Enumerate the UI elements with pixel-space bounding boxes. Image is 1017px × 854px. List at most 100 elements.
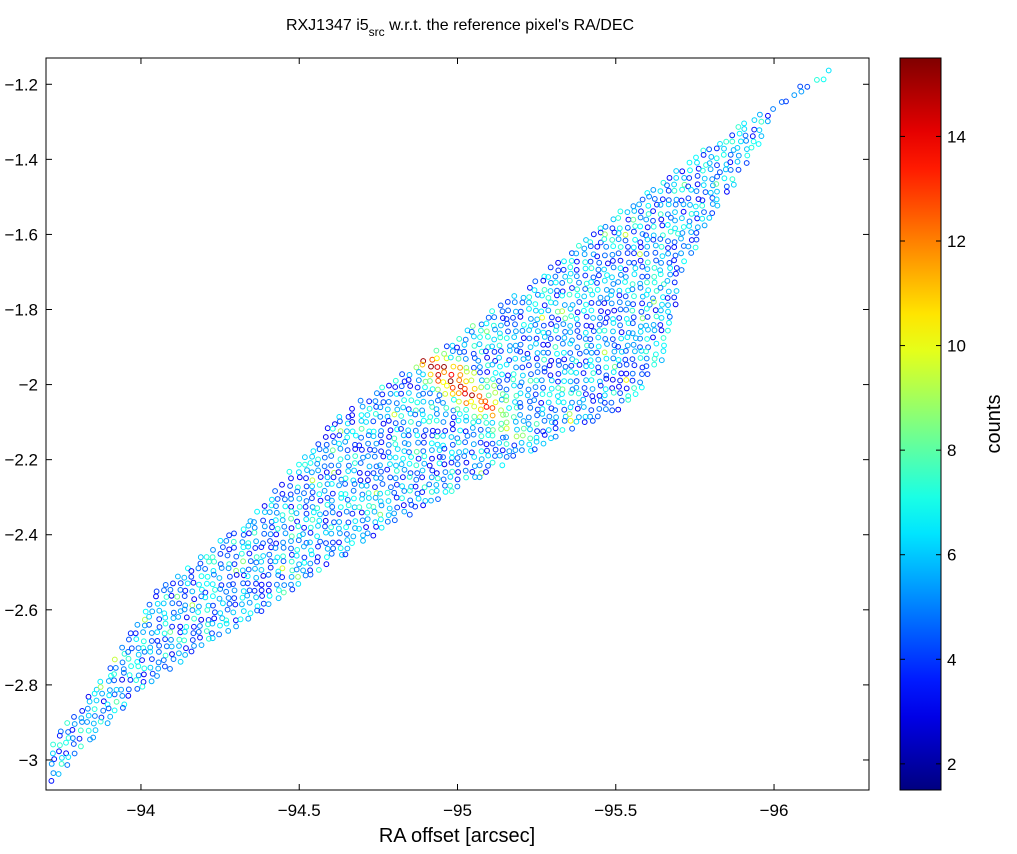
scatter-point xyxy=(658,260,664,266)
scatter-point xyxy=(377,462,383,469)
scatter-point xyxy=(717,169,723,176)
scatter-point xyxy=(499,462,506,469)
scatter-point xyxy=(483,320,490,327)
scatter-point xyxy=(687,167,693,174)
scatter-point xyxy=(433,417,440,424)
scatter-point xyxy=(303,475,309,482)
scatter-point xyxy=(377,475,384,482)
scatter-point xyxy=(176,643,182,649)
scatter-point xyxy=(307,560,314,567)
scatter-point xyxy=(197,623,203,629)
scatter-point xyxy=(694,215,701,222)
scatter-point xyxy=(582,336,589,342)
scatter-point xyxy=(241,572,247,579)
scatter-point xyxy=(531,287,538,294)
scatter-point xyxy=(442,411,449,418)
scatter-point xyxy=(266,593,273,599)
scatter-point xyxy=(526,294,533,301)
scatter-point xyxy=(709,201,716,207)
scatter-point xyxy=(301,543,307,550)
scatter-point xyxy=(135,645,142,651)
scatter-point xyxy=(653,340,660,347)
scatter-point xyxy=(617,257,624,264)
scatter-point xyxy=(672,209,678,216)
scatter-point xyxy=(609,385,615,392)
scatter-point xyxy=(64,720,71,726)
scatter-point xyxy=(429,427,436,434)
scatter-point xyxy=(279,491,286,497)
scatter-point xyxy=(693,154,699,161)
scatter-point xyxy=(594,243,601,250)
scatter-point xyxy=(429,447,435,454)
scatter-point xyxy=(470,431,477,438)
scatter-point xyxy=(463,406,470,413)
scatter-point xyxy=(590,231,597,238)
scatter-point xyxy=(680,243,687,249)
scatter-point xyxy=(693,188,700,195)
scatter-point xyxy=(405,432,412,439)
scatter-point xyxy=(195,565,202,572)
scatter-point xyxy=(385,442,392,448)
scatter-point xyxy=(295,537,302,544)
scatter-point xyxy=(373,403,380,410)
scatter-point xyxy=(240,558,247,565)
scatter-point xyxy=(580,370,587,377)
scatter-point xyxy=(618,329,625,336)
scatter-point xyxy=(135,672,142,679)
scatter-point xyxy=(322,523,328,530)
scatter-point xyxy=(559,308,565,315)
scatter-point xyxy=(604,272,610,279)
scatter-point xyxy=(503,335,510,342)
scatter-point xyxy=(637,344,643,351)
scatter-point xyxy=(454,483,461,490)
scatter-point xyxy=(119,644,125,651)
scatter-point xyxy=(671,279,678,286)
scatter-point xyxy=(547,288,554,294)
scatter-point xyxy=(414,384,421,391)
scatter-point xyxy=(450,414,457,421)
scatter-point xyxy=(253,574,260,581)
scatter-point xyxy=(76,735,83,742)
scatter-point xyxy=(814,77,820,83)
scatter-point xyxy=(668,214,674,221)
scatter-point xyxy=(377,432,384,439)
scatter-point xyxy=(125,649,132,655)
scatter-point xyxy=(539,406,546,412)
scatter-point xyxy=(672,201,679,208)
scatter-point xyxy=(233,553,240,560)
scatter-point xyxy=(583,358,589,365)
scatter-point xyxy=(576,242,582,249)
scatter-point xyxy=(59,755,65,761)
scatter-point xyxy=(552,279,559,286)
scatter-point xyxy=(462,390,468,397)
scatter-point xyxy=(218,582,225,589)
scatter-point xyxy=(391,517,398,524)
scatter-point xyxy=(510,452,517,459)
scatter-point xyxy=(659,253,666,260)
x-tick-label: −94.5 xyxy=(278,801,321,820)
scatter-point xyxy=(694,224,701,231)
scatter-point xyxy=(791,92,798,98)
scatter-point xyxy=(659,301,665,308)
scatter-point xyxy=(483,348,489,355)
scatter-point xyxy=(693,210,700,217)
scatter-point xyxy=(345,502,352,509)
scatter-point xyxy=(384,466,391,473)
scatter-point xyxy=(406,511,413,518)
scatter-point xyxy=(657,201,664,208)
scatter-point xyxy=(414,399,421,406)
scatter-point xyxy=(337,445,344,452)
scatter-point xyxy=(587,258,594,265)
scatter-point xyxy=(631,208,638,214)
scatter-point xyxy=(240,580,247,587)
scatter-point xyxy=(499,308,506,315)
scatter-point xyxy=(541,356,547,363)
scatter-point xyxy=(727,151,734,158)
scatter-point xyxy=(275,595,282,602)
scatter-point xyxy=(414,432,421,439)
scatter-point xyxy=(412,427,419,434)
scatter-point xyxy=(462,448,469,455)
scatter-point xyxy=(644,243,651,250)
scatter-point xyxy=(210,547,216,553)
scatter-point xyxy=(358,509,365,516)
